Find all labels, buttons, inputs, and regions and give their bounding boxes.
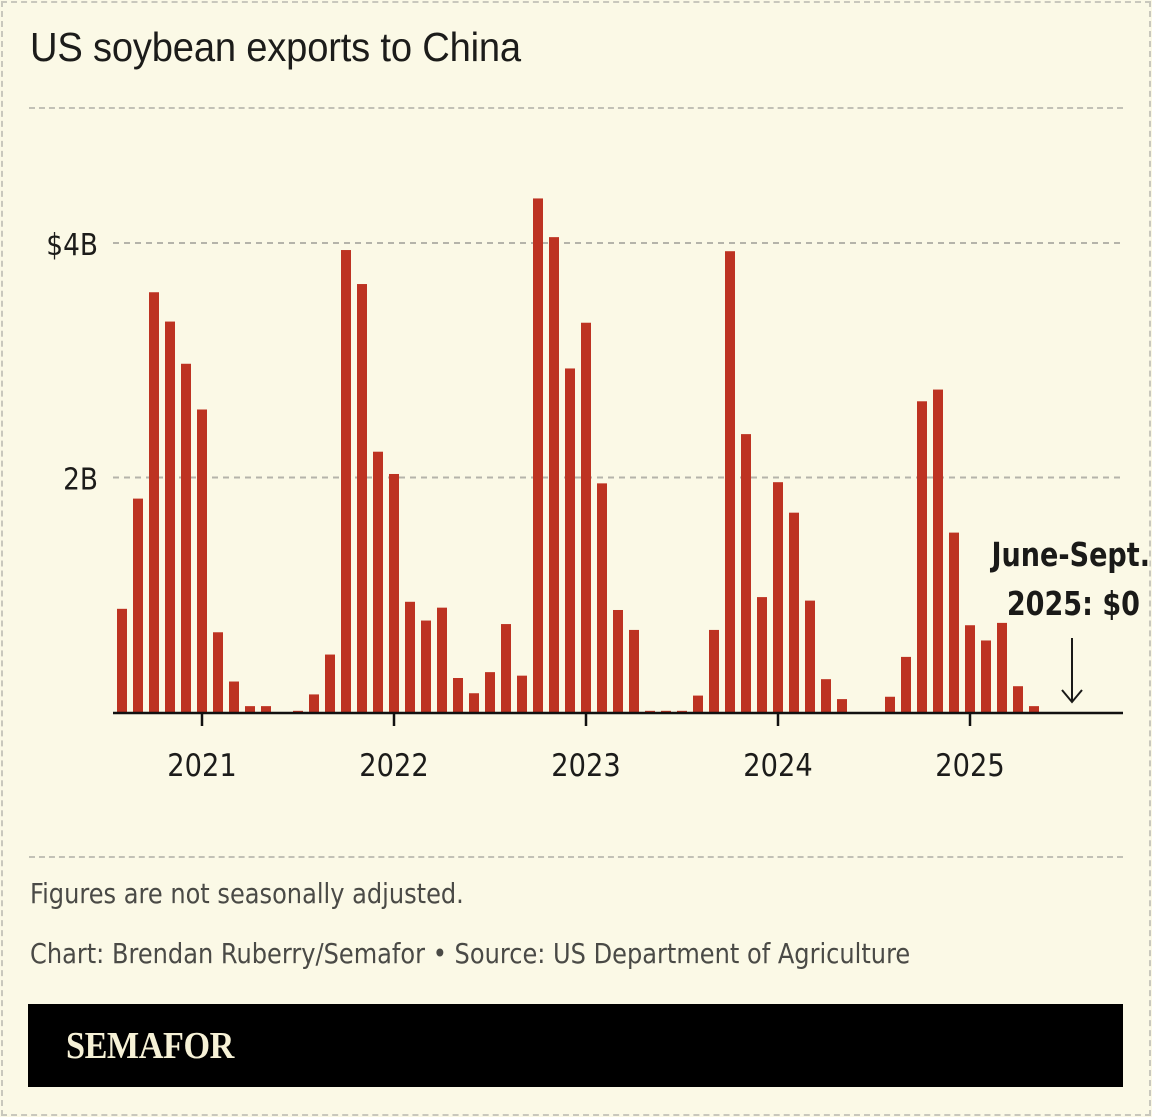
annotation-text: June-Sept.: [990, 536, 1150, 574]
bar-2021-04: [245, 706, 255, 712]
bar-2021-02: [213, 632, 223, 712]
bar-2020-10: [149, 292, 159, 712]
footer-divider: [29, 856, 1123, 858]
bar-2024-12: [949, 532, 959, 712]
bar-2021-08: [309, 694, 319, 712]
bar-2022-01: [389, 473, 399, 712]
bar-2021-09: [325, 654, 335, 712]
x-tick-label: 2024: [743, 747, 812, 783]
bar-2022-12: [565, 368, 575, 712]
bar-2022-06: [469, 693, 479, 712]
bar-2022-07: [485, 672, 495, 712]
x-tick-label: 2023: [551, 747, 620, 783]
arrow-head-icon: [1061, 689, 1083, 704]
bar-2022-09: [517, 675, 527, 712]
x-tick-label: 2025: [935, 747, 1004, 783]
bar-2024-08: [885, 696, 895, 712]
bar-2023-05: [645, 710, 655, 712]
bar-2023-01: [581, 322, 591, 712]
x-tick-label: 2022: [359, 747, 428, 783]
annotation: June-Sept. 2025: $0: [987, 534, 1152, 704]
bar-2025-03: [997, 622, 1007, 712]
bar-2023-10: [725, 251, 735, 712]
bar-chart: $4B 2B 2021 2022 2023 2024 2025 June-Sept. 202…: [46, 198, 1152, 783]
bar-2021-05: [261, 706, 271, 712]
y-tick-label: 2B: [63, 462, 98, 497]
bar-2024-09: [901, 656, 911, 712]
bar-2024-02: [789, 512, 799, 712]
bar-2025-01: [965, 625, 975, 712]
bar-2022-08: [501, 624, 511, 712]
bar-2024-01: [773, 482, 783, 712]
bars: [117, 198, 1039, 712]
bar-2020-09: [133, 498, 143, 712]
credit-line: Chart: Brendan Ruberry/Semafor • Source:…: [30, 937, 911, 970]
bar-2023-04: [629, 629, 639, 712]
chart-title: US soybean exports to China: [30, 24, 521, 70]
bar-2020-08: [117, 608, 127, 712]
bar-2025-02: [981, 640, 991, 712]
bar-2022-05: [453, 677, 463, 712]
bar-2023-07: [677, 710, 687, 712]
bar-2024-04: [821, 679, 831, 712]
bar-2022-03: [421, 620, 431, 712]
x-tick-label: 2021: [167, 747, 236, 783]
gridlines: $4B 2B: [46, 227, 1123, 497]
bar-2023-09: [709, 629, 719, 712]
x-axis: 2021 2022 2023 2024 2025: [113, 711, 1123, 783]
y-tick-label: $4B: [46, 227, 98, 262]
bar-2023-02: [597, 483, 607, 712]
footnote: Figures are not seasonally adjusted.: [30, 877, 464, 910]
bar-2023-11: [741, 434, 751, 712]
bar-2022-10: [533, 198, 543, 712]
bar-2020-12: [181, 363, 191, 712]
bar-2023-12: [757, 597, 767, 712]
bar-2022-04: [437, 607, 447, 712]
bar-2024-03: [805, 600, 815, 712]
bar-2022-02: [405, 601, 415, 712]
bar-2021-12: [373, 451, 383, 712]
bar-2020-11: [165, 321, 175, 712]
semafor-logo: SEMAFOR: [66, 1025, 234, 1067]
bar-2023-03: [613, 609, 623, 712]
bar-2023-08: [693, 695, 703, 712]
bar-2025-05: [1029, 706, 1039, 712]
bar-2021-11: [357, 284, 367, 712]
bar-2024-05: [837, 699, 847, 712]
bar-2025-04: [1013, 686, 1023, 712]
title-divider: [29, 107, 1123, 109]
bar-2024-10: [917, 401, 927, 712]
brand-footer: SEMAFOR: [28, 1004, 1123, 1087]
bar-2021-10: [341, 250, 351, 712]
bar-2021-03: [229, 681, 239, 712]
bar-2021-07: [293, 710, 303, 712]
annotation-text: 2025: $0: [1007, 585, 1140, 623]
bar-2021-01: [197, 409, 207, 712]
bar-2023-06: [661, 710, 671, 712]
bar-2022-11: [549, 237, 559, 712]
bar-2024-11: [933, 389, 943, 712]
